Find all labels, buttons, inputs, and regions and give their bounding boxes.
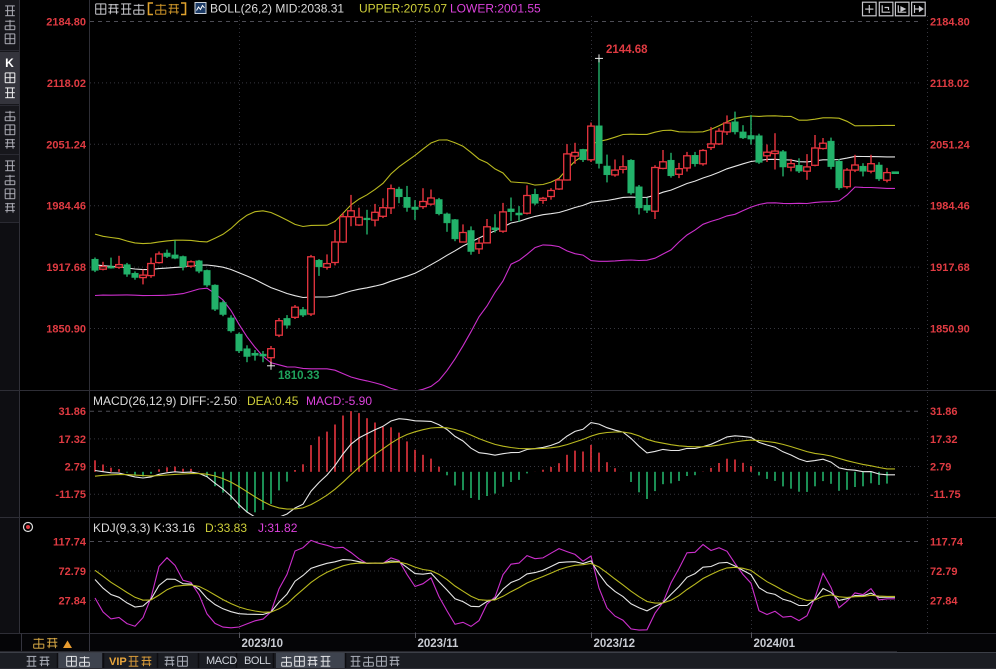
svg-text:117.74: 117.74 [930, 537, 964, 549]
svg-text:31.86: 31.86 [930, 406, 958, 418]
svg-text:2.79: 2.79 [65, 462, 86, 474]
svg-text:117.74: 117.74 [53, 537, 87, 549]
svg-text:72.79: 72.79 [58, 566, 86, 578]
svg-text:27.84: 27.84 [58, 596, 86, 608]
svg-text:MACD: MACD [206, 655, 237, 667]
svg-text:1984.46: 1984.46 [930, 201, 970, 213]
svg-text:31.86: 31.86 [58, 406, 86, 418]
svg-text:27.84: 27.84 [930, 596, 958, 608]
svg-text:BOLL(26,2) MID:2038.31: BOLL(26,2) MID:2038.31 [210, 2, 344, 16]
svg-text:2.79: 2.79 [930, 462, 951, 474]
svg-text:-11.75: -11.75 [55, 489, 86, 501]
svg-text:2051.24: 2051.24 [930, 139, 971, 151]
svg-text:MACD(26,12,9) DIFF:-2.50: MACD(26,12,9) DIFF:-2.50 [93, 394, 237, 408]
svg-text:72.79: 72.79 [930, 566, 958, 578]
svg-text:MACD:-5.90: MACD:-5.90 [306, 394, 372, 408]
svg-text:2118.02: 2118.02 [930, 78, 969, 90]
svg-text:J:31.82: J:31.82 [258, 521, 298, 535]
svg-text:1850.90: 1850.90 [930, 324, 970, 336]
svg-text:KDJ(9,3,3) K:33.16: KDJ(9,3,3) K:33.16 [93, 521, 195, 535]
svg-text:2144.68: 2144.68 [606, 44, 648, 56]
svg-text:1917.68: 1917.68 [46, 262, 86, 274]
svg-text:2184.80: 2184.80 [930, 17, 970, 29]
svg-text:1917.68: 1917.68 [930, 262, 970, 274]
svg-text:1810.33: 1810.33 [278, 370, 320, 382]
svg-text:DEA:0.45: DEA:0.45 [247, 394, 299, 408]
svg-text:-11.75: -11.75 [930, 489, 961, 501]
svg-text:LOWER:2001.55: LOWER:2001.55 [450, 2, 541, 16]
svg-text:17.32: 17.32 [58, 434, 86, 446]
svg-text:2023/10: 2023/10 [242, 638, 284, 650]
svg-text:D:33.83: D:33.83 [205, 521, 247, 535]
svg-text:17.32: 17.32 [930, 434, 958, 446]
svg-text:2184.80: 2184.80 [46, 17, 86, 29]
svg-text:BOLL: BOLL [244, 655, 271, 667]
svg-text:2024/01: 2024/01 [754, 638, 796, 650]
svg-text:VIP: VIP [109, 656, 127, 668]
svg-text:1850.90: 1850.90 [46, 324, 86, 336]
svg-text:2023/12: 2023/12 [594, 638, 636, 650]
svg-text:K: K [5, 56, 14, 70]
svg-text:1984.46: 1984.46 [46, 201, 86, 213]
svg-text:2118.02: 2118.02 [47, 78, 86, 90]
svg-text:UPPER:2075.07: UPPER:2075.07 [359, 2, 447, 16]
svg-text:2051.24: 2051.24 [46, 139, 87, 151]
svg-text:2023/11: 2023/11 [418, 638, 460, 650]
